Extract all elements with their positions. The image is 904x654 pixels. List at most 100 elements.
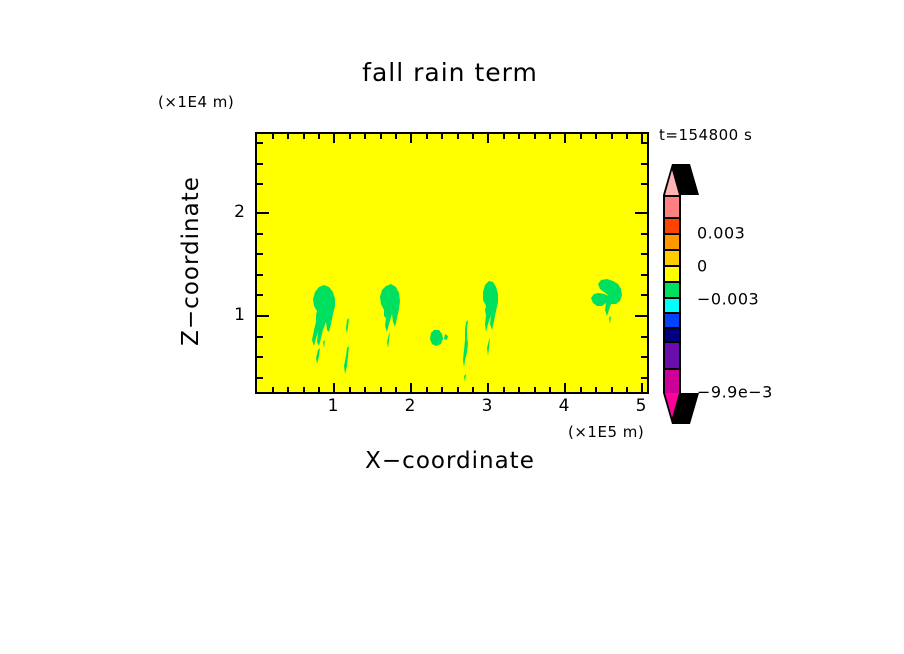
colorbar-divider xyxy=(665,312,679,314)
y-minor-tick-right xyxy=(641,336,647,338)
x-axis-multiplier-label: (×1E5 m) xyxy=(568,423,645,441)
x-minor-tick-top xyxy=(611,134,613,139)
x-minor-tick xyxy=(457,387,459,392)
y-minor-tick-right xyxy=(641,294,647,296)
y-tick-label: 2 xyxy=(234,202,245,222)
x-minor-tick-top xyxy=(503,134,505,139)
y-minor-tick-right xyxy=(641,142,647,144)
heatmap-contour-group xyxy=(312,279,622,382)
x-minor-tick-top xyxy=(472,134,474,139)
y-minor-tick xyxy=(257,142,263,144)
x-major-tick xyxy=(641,383,643,392)
colorbar-divider xyxy=(665,249,679,251)
x-minor-tick xyxy=(364,387,366,392)
x-minor-tick-top xyxy=(318,134,320,139)
x-minor-tick-top xyxy=(380,134,382,139)
colorbar xyxy=(663,195,681,395)
colorbar-tick-label: 0 xyxy=(697,256,708,276)
x-tick-label: 3 xyxy=(481,396,493,416)
colorbar-tick-label: −0.003 xyxy=(697,289,760,309)
y-minor-tick xyxy=(257,233,263,235)
x-major-tick-top xyxy=(410,134,412,143)
page-title: fall rain term xyxy=(362,58,538,87)
colorbar-band-navy xyxy=(665,327,679,341)
colorbar-band-orange-red xyxy=(665,217,679,233)
x-minor-tick xyxy=(611,387,613,392)
x-minor-tick xyxy=(595,387,597,392)
colorbar-divider xyxy=(665,341,679,343)
y-axis-multiplier-label: (×1E4 m) xyxy=(158,93,235,111)
colorbar-band-salmon xyxy=(665,197,679,217)
x-minor-tick xyxy=(318,387,320,392)
x-minor-tick-top xyxy=(349,134,351,139)
colorbar-divider xyxy=(665,281,679,283)
x-minor-tick-top xyxy=(272,134,274,139)
x-minor-tick xyxy=(349,387,351,392)
x-minor-tick-top xyxy=(626,134,628,139)
colorbar-band-orange xyxy=(665,233,679,249)
y-major-tick xyxy=(257,212,269,214)
y-minor-tick-right xyxy=(641,183,647,185)
y-major-tick xyxy=(257,315,269,317)
x-tick-label: 2 xyxy=(404,396,416,416)
colorbar-band-purple xyxy=(665,341,679,368)
colorbar-divider xyxy=(665,217,679,219)
x-major-tick-top xyxy=(487,134,489,143)
plot-area xyxy=(255,132,649,394)
colorbar-divider xyxy=(665,327,679,329)
x-major-tick-top xyxy=(641,134,643,143)
x-minor-tick xyxy=(472,387,474,392)
x-major-tick xyxy=(410,383,412,392)
heatmap-field xyxy=(257,134,647,392)
x-minor-tick xyxy=(426,387,428,392)
time-annotation: t=154800 s xyxy=(659,126,753,144)
x-minor-tick xyxy=(395,387,397,392)
y-major-tick-right xyxy=(635,315,647,317)
colorbar-band-cyan xyxy=(665,297,679,312)
y-minor-tick xyxy=(257,183,263,185)
y-minor-tick-right xyxy=(641,377,647,379)
y-tick-label: 1 xyxy=(234,305,245,325)
x-major-tick xyxy=(564,383,566,392)
y-minor-tick xyxy=(257,377,263,379)
x-minor-tick-top xyxy=(549,134,551,139)
y-minor-tick xyxy=(257,356,263,358)
colorbar-tick-label: −9.9e−3 xyxy=(697,382,773,402)
y-minor-tick xyxy=(257,274,263,276)
x-minor-tick xyxy=(534,387,536,392)
x-minor-tick xyxy=(380,387,382,392)
colorbar-tick-label: 0.003 xyxy=(697,223,746,243)
colorbar-divider xyxy=(665,368,679,370)
x-minor-tick-top xyxy=(518,134,520,139)
x-minor-tick-top xyxy=(580,134,582,139)
x-minor-tick-top xyxy=(457,134,459,139)
x-minor-tick-top xyxy=(534,134,536,139)
x-minor-tick-top xyxy=(364,134,366,139)
y-minor-tick-right xyxy=(641,253,647,255)
x-tick-label: 5 xyxy=(635,396,647,416)
x-minor-tick-top xyxy=(395,134,397,139)
colorbar-bottom-arrow-fill xyxy=(665,393,679,418)
colorbar-divider xyxy=(665,297,679,299)
x-minor-tick-top xyxy=(426,134,428,139)
x-major-tick-top xyxy=(564,134,566,143)
x-minor-tick xyxy=(626,387,628,392)
x-minor-tick xyxy=(518,387,520,392)
y-minor-tick xyxy=(257,253,263,255)
y-minor-tick-right xyxy=(641,163,647,165)
x-major-tick xyxy=(333,383,335,392)
y-minor-tick-right xyxy=(641,233,647,235)
colorbar-band-amber xyxy=(665,249,679,265)
x-axis-title: X−coordinate xyxy=(365,448,535,474)
y-minor-tick xyxy=(257,336,263,338)
y-minor-tick-right xyxy=(641,356,647,358)
colorbar-band-yellow xyxy=(665,265,679,281)
x-minor-tick-top xyxy=(595,134,597,139)
x-minor-tick xyxy=(287,387,289,392)
y-minor-tick-right xyxy=(641,274,647,276)
x-minor-tick xyxy=(272,387,274,392)
colorbar-band-blue xyxy=(665,312,679,327)
y-minor-tick xyxy=(257,163,263,165)
x-minor-tick xyxy=(580,387,582,392)
